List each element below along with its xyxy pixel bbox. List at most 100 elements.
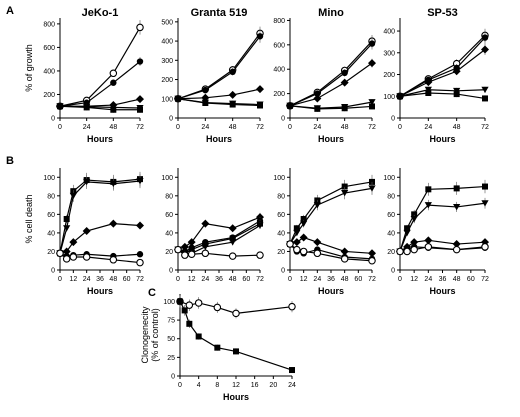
data-point — [187, 250, 196, 258]
y-tick-label: 100 — [383, 175, 395, 182]
data-point — [82, 253, 91, 261]
y-tick-label: 400 — [383, 29, 395, 36]
y-axis-label-unit: (% of control) — [150, 308, 160, 362]
series-line — [59, 180, 141, 254]
data-point — [82, 227, 91, 236]
data-point — [424, 236, 433, 245]
y-tick-label: 600 — [43, 45, 55, 52]
panel-label-B: B — [6, 155, 14, 167]
y-tick-label: 80 — [47, 193, 55, 200]
panel-label-C: C — [148, 287, 156, 299]
data-point — [341, 190, 349, 197]
data-point — [109, 256, 118, 264]
y-tick-label: 20 — [47, 249, 55, 256]
x-tick-label: 24 — [83, 124, 91, 131]
x-tick-label: 0 — [176, 124, 180, 131]
data-point — [299, 233, 308, 242]
x-tick-label: 24 — [288, 382, 296, 389]
data-point — [63, 216, 70, 222]
y-tick-label: 100 — [163, 299, 175, 306]
y-tick-label: 600 — [273, 42, 285, 49]
x-tick-label: 16 — [251, 382, 259, 389]
y-tick-label: 0 — [51, 116, 55, 123]
data-point — [314, 105, 321, 112]
data-point — [287, 102, 293, 109]
y-tick-label: 40 — [165, 230, 173, 237]
chart-title: Mino — [318, 7, 344, 19]
data-point — [341, 183, 348, 190]
series-1 — [176, 295, 296, 319]
data-point — [368, 185, 376, 192]
data-point — [481, 86, 489, 94]
data-point — [228, 252, 237, 260]
data-point — [424, 243, 433, 251]
x-tick-label: 48 — [109, 276, 117, 283]
series-3 — [396, 44, 489, 101]
series-2 — [286, 181, 376, 248]
data-point — [110, 106, 117, 113]
y-tick-label: 50 — [167, 336, 175, 343]
x-tick-label: 60 — [467, 276, 475, 283]
x-tick-label: 60 — [354, 276, 362, 283]
y-tick-label: 20 — [387, 249, 395, 256]
data-point — [481, 34, 489, 41]
data-point — [481, 200, 489, 207]
x-tick-label: 0 — [288, 276, 292, 283]
chart-2: 0 100 200 300 400 500 0 24 48 72 Granta 519 Hours — [161, 7, 264, 144]
data-point — [257, 102, 263, 109]
x-tick-label: 60 — [242, 276, 250, 283]
x-tick-label: 20 — [269, 382, 277, 389]
data-point — [453, 185, 460, 192]
chart-title: Granta 519 — [191, 7, 248, 19]
chart-6: 0 20 40 60 80 100 0 12 24 36 48 60 72 — [161, 168, 264, 283]
chart-7: 0 20 40 60 80 100 0 12 24 36 48 60 72 Hours — [273, 168, 376, 296]
data-point — [256, 222, 264, 229]
panel-label-A: A — [6, 5, 14, 17]
data-point — [229, 235, 236, 242]
data-point — [136, 177, 144, 185]
y-tick-label: 60 — [47, 212, 55, 219]
data-point — [453, 91, 460, 98]
series-3 — [286, 233, 376, 258]
data-point — [396, 247, 404, 256]
data-point — [300, 220, 308, 228]
x-axis-label: Hours — [318, 286, 344, 296]
data-point — [293, 245, 301, 254]
data-point — [229, 68, 236, 76]
y-tick-label: 20 — [165, 249, 173, 256]
data-point — [293, 229, 301, 237]
series-line — [59, 105, 140, 111]
series-line — [289, 105, 373, 110]
y-tick-label: 500 — [161, 19, 173, 26]
data-point — [313, 94, 322, 103]
data-point — [452, 245, 461, 254]
data-point — [201, 249, 210, 258]
y-tick-label: 400 — [43, 68, 55, 75]
y-tick-label: 25 — [167, 355, 175, 362]
series-line — [59, 178, 141, 254]
x-tick-label: 48 — [453, 124, 461, 131]
data-point — [83, 104, 90, 111]
chart-title: JeKo-1 — [82, 7, 119, 19]
x-tick-label: 48 — [109, 124, 117, 131]
x-axis-label: Hours — [429, 134, 455, 144]
series-1 — [286, 35, 376, 110]
data-point — [62, 247, 71, 256]
data-point — [202, 100, 209, 106]
y-tick-label: 40 — [277, 230, 285, 237]
series-line — [59, 27, 141, 107]
y-tick-label: 75 — [167, 318, 175, 325]
series-2 — [174, 216, 264, 255]
series-line — [399, 37, 486, 97]
data-point — [233, 348, 239, 355]
series-line — [59, 61, 141, 107]
series-5 — [174, 245, 264, 260]
series-5 — [396, 243, 489, 256]
x-tick-label: 72 — [481, 124, 489, 131]
series-line — [289, 43, 373, 107]
series-4 — [174, 95, 264, 108]
data-point — [57, 103, 63, 110]
data-point — [256, 251, 264, 259]
data-point — [256, 85, 264, 94]
y-tick-label: 100 — [273, 175, 285, 182]
